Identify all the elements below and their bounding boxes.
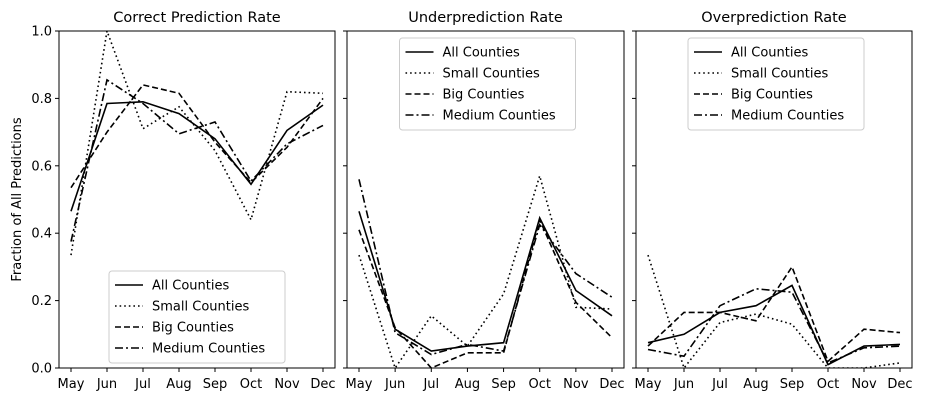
series-line-dashdot: [70, 78, 324, 242]
series-line-dotted: [70, 31, 324, 256]
legend-label: All Counties: [152, 279, 229, 294]
y-tick-label: 0.4: [31, 227, 52, 242]
series-line-dotted: [358, 173, 613, 368]
series-line-dashdot: [358, 179, 613, 356]
chart-title: Underprediction Rate: [408, 10, 563, 26]
plot-frame: [58, 30, 336, 369]
series-line-solid: [358, 211, 613, 352]
x-tick-label: Dec: [887, 377, 912, 392]
y-tick-label: 0.6: [31, 159, 52, 174]
x-tick-label: Nov: [274, 377, 300, 392]
x-tick-label: Jul: [134, 377, 151, 392]
plot-frame: [635, 30, 913, 369]
x-tick-label: May: [346, 377, 373, 392]
x-tick-label: May: [58, 377, 85, 392]
y-tick-label: 0.2: [31, 294, 52, 309]
chart-title: Correct Prediction Rate: [113, 10, 281, 26]
x-tick-label: Sep: [203, 377, 228, 392]
legend-label: Small Counties: [443, 67, 540, 82]
chart-title: Overprediction Rate: [701, 10, 847, 26]
series-line-dashed: [647, 265, 901, 363]
legend-box: [399, 37, 576, 131]
legend-label: Small Counties: [152, 300, 249, 315]
legend-label: Medium Counties: [443, 109, 556, 124]
x-tick-label: Nov: [563, 377, 589, 392]
x-tick-label: Jun: [384, 377, 405, 392]
legend-label: Big Counties: [152, 321, 234, 336]
legend: All Counties Small Counties Big Counties Me…: [108, 270, 286, 364]
x-tick-label: Nov: [851, 377, 877, 392]
legend-box: [687, 37, 865, 131]
series-line-dashed: [70, 84, 324, 189]
x-tick-label: Dec: [310, 377, 335, 392]
x-tick-label: Aug: [743, 377, 768, 392]
chart-panel-2: Underprediction Rate May Jun Jul Aug Sep Oct No…: [343, 10, 625, 392]
series-line-solid: [647, 284, 901, 366]
legend-label: Medium Counties: [152, 342, 265, 357]
series-line-dashed: [358, 217, 613, 368]
chart-panel-3: Overprediction Rate May Jun Jul Aug Sep Oct Nov…: [632, 10, 913, 392]
x-tick-label: Jul: [422, 377, 439, 392]
y-tick-label: 1.0: [31, 25, 52, 40]
x-tick-label: Sep: [491, 377, 516, 392]
x-tick-label: Jun: [96, 377, 117, 392]
x-tick-label: Oct: [817, 377, 839, 392]
y-axis-label: Fraction of All Predictions: [10, 117, 25, 282]
legend-box: [108, 270, 286, 364]
legend-label: All Counties: [443, 46, 520, 61]
x-tick-label: Aug: [166, 377, 191, 392]
series-line-solid: [70, 100, 324, 212]
series-line-dashdot: [647, 287, 901, 364]
y-tick-label: 0.8: [31, 92, 52, 107]
y-tick-label: 0.0: [31, 362, 52, 377]
legend-label: All Counties: [731, 46, 808, 61]
x-tick-label: Oct: [240, 377, 262, 392]
x-tick-label: Aug: [455, 377, 480, 392]
x-tick-label: Sep: [780, 377, 805, 392]
legend-label: Big Counties: [731, 88, 813, 103]
x-tick-label: Jun: [673, 377, 694, 392]
x-tick-label: May: [635, 377, 662, 392]
legend-label: Medium Counties: [731, 109, 844, 124]
legend-label: Big Counties: [443, 88, 525, 103]
plot-frame: [346, 30, 625, 369]
legend-label: Small Counties: [731, 67, 828, 82]
series-line-dotted: [647, 254, 901, 368]
legend: All Counties Small Counties Big Counties Me…: [687, 37, 865, 131]
legend: All Counties Small Counties Big Counties Me…: [399, 37, 576, 131]
x-tick-label: Jul: [711, 377, 728, 392]
chart-panel-1: Correct Prediction Rate May Jun Jul Aug Sep Oc…: [10, 10, 336, 392]
x-tick-label: Dec: [599, 377, 624, 392]
x-tick-label: Oct: [528, 377, 550, 392]
